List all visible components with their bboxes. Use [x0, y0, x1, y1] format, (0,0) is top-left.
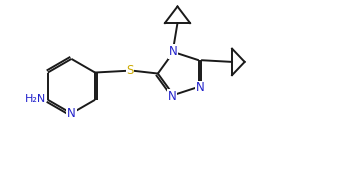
Text: N: N: [67, 107, 76, 120]
Text: S: S: [126, 64, 134, 77]
Text: H₂N: H₂N: [24, 94, 46, 104]
Text: N: N: [168, 45, 177, 58]
Text: N: N: [168, 90, 177, 103]
Text: N: N: [196, 81, 204, 94]
